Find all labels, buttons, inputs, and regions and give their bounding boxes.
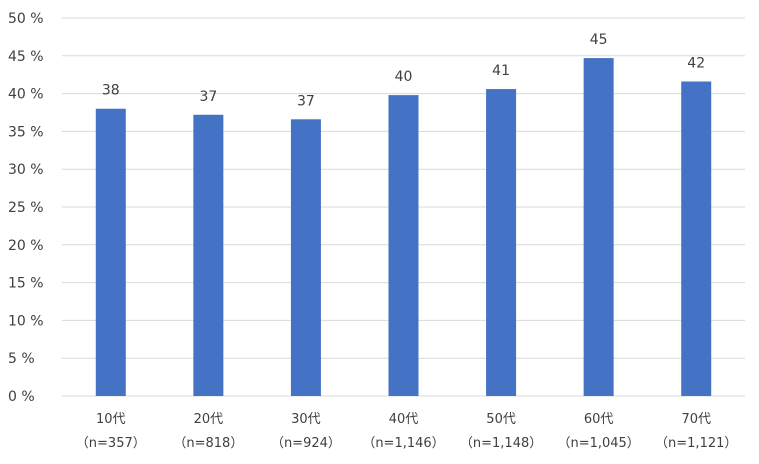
data-label: 42 xyxy=(687,56,705,72)
category-sublabel: （n=1,148） xyxy=(460,436,542,451)
y-tick-label: 0 % xyxy=(8,389,35,405)
category-sublabel: （n=1,121） xyxy=(655,436,737,451)
category-label: 30代 xyxy=(291,412,321,427)
data-label: 37 xyxy=(199,89,217,105)
y-axis-tick-labels: 0 % 5 % 10 % 15 % 20 % 25 % 30 % 35 % 40 % 45 % 50… xyxy=(8,11,44,405)
data-label: 37 xyxy=(297,93,315,109)
y-tick-label: 50 % xyxy=(8,11,44,27)
bar xyxy=(290,119,321,396)
y-tick-label: 30 % xyxy=(8,162,44,178)
x-axis-category-labels: 10代 （n=357） 20代 （n=818） 30代 （n=924） 40代 （n=1,14… xyxy=(76,412,738,451)
data-labels: 38 37 37 40 41 45 42 xyxy=(102,32,705,109)
data-label: 41 xyxy=(492,63,510,79)
category-sublabel: （n=357） xyxy=(76,436,146,451)
bar xyxy=(95,108,126,396)
y-tick-label: 10 % xyxy=(8,313,44,329)
data-label: 40 xyxy=(395,69,413,85)
y-tick-label: 45 % xyxy=(8,49,44,65)
bar xyxy=(486,89,517,397)
y-tick-label: 40 % xyxy=(8,87,44,103)
category-sublabel: （n=1,146） xyxy=(362,436,444,451)
bar xyxy=(388,95,419,396)
category-label: 10代 xyxy=(96,412,126,427)
category-label: 20代 xyxy=(194,412,224,427)
category-sublabel: （n=1,045） xyxy=(557,436,639,451)
data-label: 38 xyxy=(102,83,120,99)
bar xyxy=(193,114,224,396)
y-tick-label: 20 % xyxy=(8,238,44,254)
y-tick-label: 25 % xyxy=(8,200,44,216)
data-label: 45 xyxy=(590,32,608,48)
bar xyxy=(583,58,614,397)
category-sublabel: （n=818） xyxy=(173,436,243,451)
y-tick-label: 35 % xyxy=(8,124,44,140)
y-tick-label: 5 % xyxy=(8,351,35,367)
bars xyxy=(95,58,712,397)
category-sublabel: （n=924） xyxy=(271,436,341,451)
category-label: 50代 xyxy=(486,412,516,427)
bar xyxy=(681,81,712,396)
category-label: 70代 xyxy=(681,412,711,427)
category-label: 60代 xyxy=(584,412,614,427)
y-tick-label: 15 % xyxy=(8,276,44,292)
category-label: 40代 xyxy=(389,412,419,427)
